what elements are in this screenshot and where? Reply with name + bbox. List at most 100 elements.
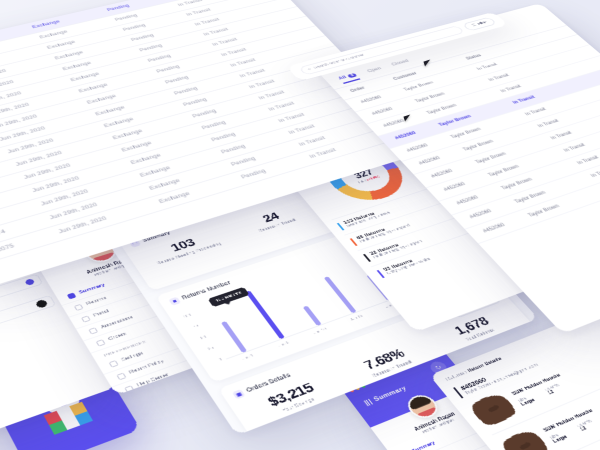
help center-icon (123, 384, 135, 393)
automations-icon (88, 326, 98, 335)
sidebar-brand-label-2: Summary (372, 384, 408, 403)
cart-icon: ▣ (232, 389, 246, 400)
search-input[interactable]: ○ Search order or customer (298, 25, 466, 76)
cell-shipping: In Transit (268, 101, 296, 112)
legend-color-icon (376, 269, 385, 279)
bar-jan-1[interactable] (221, 320, 248, 353)
cell-type: Exchange (54, 50, 85, 61)
cell-status: In Transit (500, 84, 523, 94)
cell-shipping: In Transit (194, 17, 221, 27)
refresh-icon[interactable]: ↻ (427, 359, 450, 376)
customer-meta: Taylor Brown - eldajunnen@gmail.com (464, 362, 540, 397)
cell-status: Pending (114, 13, 139, 22)
cell-shipping: In Transit (203, 27, 230, 37)
cell-status: In Transit (563, 143, 587, 153)
cell-status: Pending (106, 4, 131, 13)
filter-icon: ☰ (470, 23, 478, 28)
theme-light-label: Light (160, 392, 175, 395)
cell-status: Pending (164, 75, 190, 85)
cell-shipping: In Transit (258, 90, 286, 101)
cell-status: In Transit (512, 95, 537, 105)
menu-icon: ||| (362, 397, 374, 407)
cell-status: In Transit (476, 62, 499, 72)
bar-jan-10[interactable] (302, 305, 322, 326)
donut-total-text: Total (356, 178, 367, 184)
summary-icon (66, 292, 77, 300)
bar-jan-15[interactable] (323, 276, 357, 313)
portal-icon (80, 315, 91, 323)
settings-icon (108, 359, 119, 368)
cell-status: Pending (173, 86, 199, 96)
cell-status: Pending (130, 33, 156, 43)
x-tick: Jan 15 (348, 313, 364, 322)
cell-customer: Taylor Brown (426, 103, 458, 116)
cell-type: Exchange (70, 72, 101, 83)
cell-status: Pending (139, 43, 164, 53)
filter-label: Filter (476, 20, 489, 26)
return policy-icon (116, 372, 127, 380)
cell-status: In Transit (488, 73, 511, 83)
cell-customer: Taylor Brown (450, 127, 483, 140)
search-placeholder: Search order or customer (312, 53, 366, 70)
cell-customer: Taylor Brown (403, 80, 435, 92)
avatar-2 (402, 391, 443, 422)
y-tick: 25 (207, 346, 214, 351)
tab-closed[interactable]: Closed (390, 58, 411, 67)
stat-savings: $3,215 Your Savings (241, 372, 346, 427)
cell-shipping: In Transit (185, 8, 213, 17)
stat-transit-label: Returns in Transit (257, 218, 298, 234)
cell-status: Pending (147, 54, 173, 64)
donut-delta: (+14%) (365, 174, 381, 182)
tab-all[interactable]: All 8 (337, 72, 361, 84)
upload-icon[interactable] (24, 278, 36, 286)
search-filter-bar[interactable]: ○ Search order or customer ☰ Filter (286, 11, 509, 82)
cell-status: Pending (122, 23, 147, 32)
breadcrumb-parent[interactable]: Returns (444, 371, 466, 383)
list-item[interactable]: #452060 Taylor Brown In Transit (355, 44, 600, 125)
y-tick: 50 (199, 334, 206, 339)
cell-shipping: In Transit (220, 47, 248, 58)
cell-status: In Transit (537, 118, 561, 129)
cell-type: Exchange (39, 30, 69, 40)
cell-shipping: In Transit (230, 58, 258, 68)
sidebar-item-label: Summary (411, 440, 437, 450)
cell-status: In Transit (550, 130, 574, 141)
col-status: Status (465, 53, 483, 61)
cell-status: In Transit (524, 107, 548, 117)
cell-date: Jun 29th, 2020 (0, 36, 42, 61)
cell-shipping: In Transit (278, 112, 307, 124)
cell-date: Jun 29th, 2020 (0, 47, 49, 72)
cell-order: #452060 (360, 95, 383, 105)
product-thumbnail (467, 390, 520, 430)
search-icon: ○ (306, 67, 313, 72)
donut-total-caption: Total (+14%) (356, 174, 380, 184)
tab-open[interactable]: Open (366, 66, 383, 74)
cell-type: Exchange (62, 61, 93, 72)
returns-list-header: Returns All 8 Open Closed (311, 3, 567, 89)
filter-button[interactable]: ☰ Filter (462, 16, 498, 32)
color-swatch-icon[interactable] (34, 298, 49, 309)
cell-type: Exchange (78, 83, 109, 94)
returns-table-header: Order Customer Status (334, 25, 578, 101)
cell-type: Exchange (31, 19, 62, 30)
sidebar-item-label: Portal (92, 309, 110, 319)
bar-jan-5[interactable] (245, 290, 285, 339)
orders-icon (95, 338, 106, 347)
cell-customer: Taylor Brown (414, 92, 447, 104)
x-tick: Jan 10 (312, 326, 328, 335)
sidebar-brand-2: ||| Summary (363, 384, 408, 406)
cell-status: Pending (156, 64, 181, 74)
stat-pct-transit: 7.68% Returns in Transit (337, 337, 437, 389)
tab-all-count: 8 (346, 72, 358, 78)
breadcrumb-separator: › (463, 369, 471, 375)
quantity-value: 12 (546, 389, 556, 396)
y-tick: 100 (182, 313, 192, 319)
legend-color-icon (349, 238, 358, 246)
